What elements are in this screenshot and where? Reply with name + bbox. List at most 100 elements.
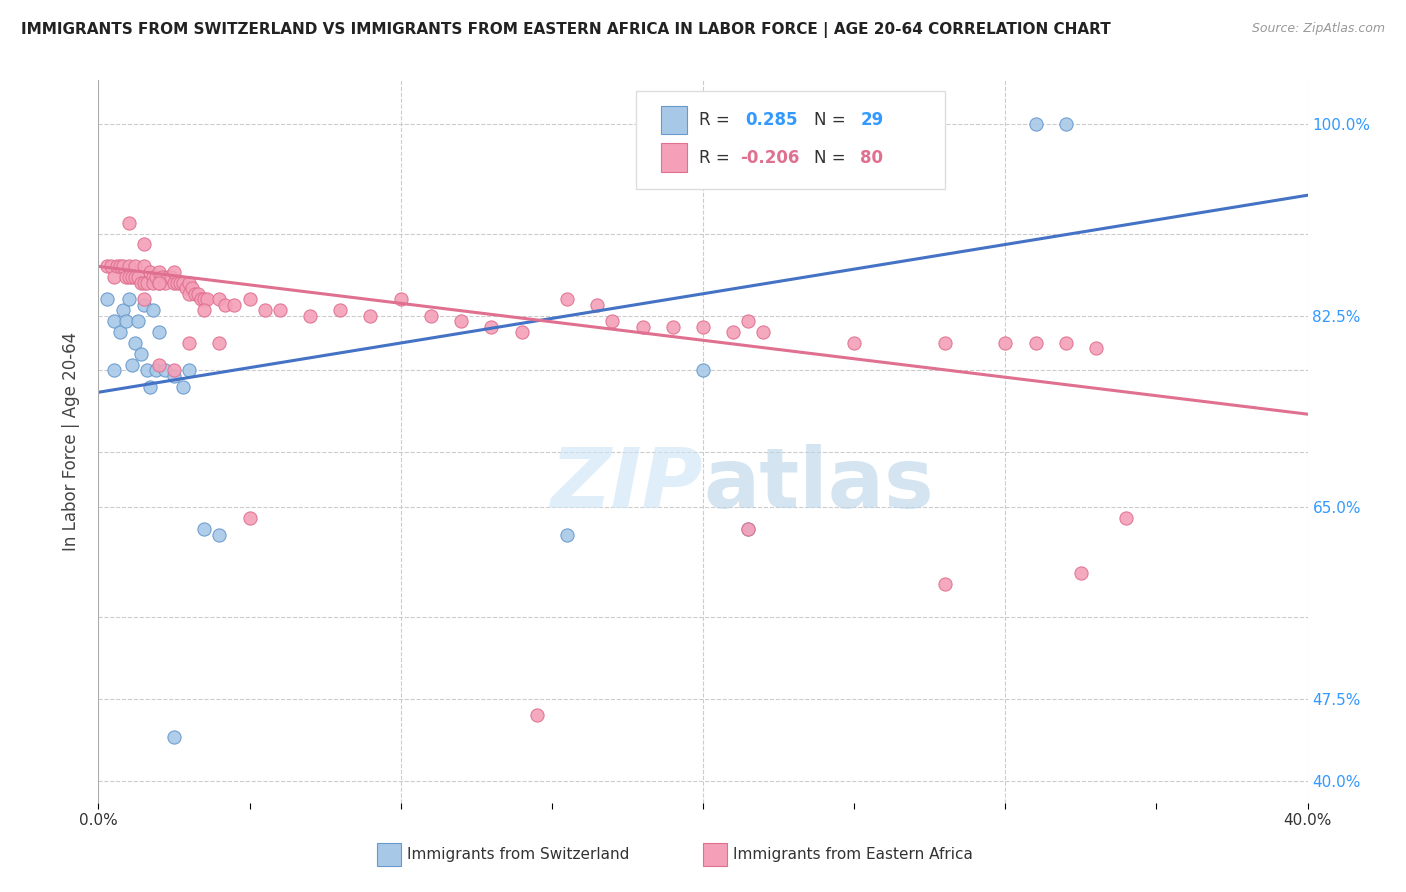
Point: [661, 319, 683, 334]
Point: [179, 336, 201, 351]
Point: [1024, 336, 1046, 351]
Point: [153, 363, 176, 377]
Point: [253, 303, 276, 318]
Point: [163, 363, 186, 377]
Point: [111, 303, 134, 318]
Point: [148, 265, 170, 279]
Point: [114, 270, 136, 285]
Point: [142, 276, 165, 290]
Point: [737, 117, 759, 131]
Point: [208, 527, 231, 541]
Point: [163, 276, 186, 290]
Point: [631, 319, 654, 334]
Point: [1070, 566, 1092, 580]
Point: [329, 303, 352, 318]
Point: [160, 270, 183, 285]
Point: [127, 314, 149, 328]
Point: [208, 336, 231, 351]
Point: [934, 577, 956, 591]
Point: [118, 270, 141, 285]
Point: [121, 358, 143, 372]
Point: [179, 276, 201, 290]
Point: [224, 298, 246, 312]
Point: [145, 363, 167, 377]
Point: [108, 260, 131, 274]
Point: [121, 270, 143, 285]
Text: ZIP: ZIP: [550, 444, 703, 525]
Point: [1386, 675, 1406, 690]
Point: [737, 117, 759, 131]
Point: [103, 314, 125, 328]
Point: [100, 260, 122, 274]
Bar: [703, 843, 727, 865]
Text: Immigrants from Switzerland: Immigrants from Switzerland: [406, 847, 628, 862]
Point: [132, 237, 155, 252]
Bar: [661, 143, 688, 172]
Point: [420, 309, 443, 323]
Point: [692, 319, 714, 334]
Text: Source: ZipAtlas.com: Source: ZipAtlas.com: [1251, 22, 1385, 36]
Point: [132, 298, 155, 312]
Point: [148, 325, 170, 339]
Point: [118, 216, 141, 230]
Point: [142, 270, 165, 285]
Point: [150, 270, 173, 285]
Point: [299, 309, 322, 323]
Point: [163, 730, 186, 744]
Point: [555, 292, 578, 306]
Point: [752, 325, 775, 339]
Point: [118, 292, 141, 306]
Point: [179, 363, 201, 377]
Text: N =: N =: [814, 111, 851, 129]
Point: [96, 292, 118, 306]
Point: [103, 363, 125, 377]
Bar: [661, 105, 688, 135]
Point: [172, 276, 194, 290]
Point: [132, 276, 155, 290]
Text: 80: 80: [860, 149, 883, 167]
Text: -0.206: -0.206: [741, 149, 800, 167]
Point: [163, 265, 186, 279]
Text: 29: 29: [860, 111, 883, 129]
Point: [1085, 342, 1108, 356]
Point: [195, 292, 218, 306]
Point: [127, 270, 149, 285]
Point: [184, 286, 207, 301]
Point: [124, 336, 146, 351]
Point: [737, 314, 759, 328]
Point: [737, 522, 759, 536]
Point: [190, 292, 212, 306]
Point: [193, 303, 215, 318]
Point: [389, 292, 412, 306]
Point: [602, 314, 624, 328]
Point: [105, 260, 128, 274]
Point: [124, 260, 146, 274]
Point: [139, 380, 162, 394]
Text: R =: R =: [699, 111, 735, 129]
Point: [934, 336, 956, 351]
Point: [96, 260, 118, 274]
Point: [526, 708, 548, 723]
Point: [692, 363, 714, 377]
Point: [239, 511, 262, 525]
Point: [1115, 511, 1137, 525]
Point: [181, 281, 204, 295]
Point: [114, 314, 136, 328]
Point: [737, 522, 759, 536]
Point: [555, 527, 578, 541]
Point: [169, 276, 191, 290]
Point: [156, 270, 179, 285]
Point: [135, 276, 157, 290]
Point: [111, 260, 134, 274]
Point: [153, 276, 176, 290]
Point: [360, 309, 382, 323]
Point: [145, 270, 167, 285]
FancyBboxPatch shape: [637, 91, 945, 189]
Point: [174, 281, 197, 295]
Point: [135, 363, 157, 377]
Point: [269, 303, 291, 318]
Point: [148, 276, 170, 290]
Point: [148, 358, 170, 372]
Point: [450, 314, 472, 328]
Point: [179, 286, 201, 301]
